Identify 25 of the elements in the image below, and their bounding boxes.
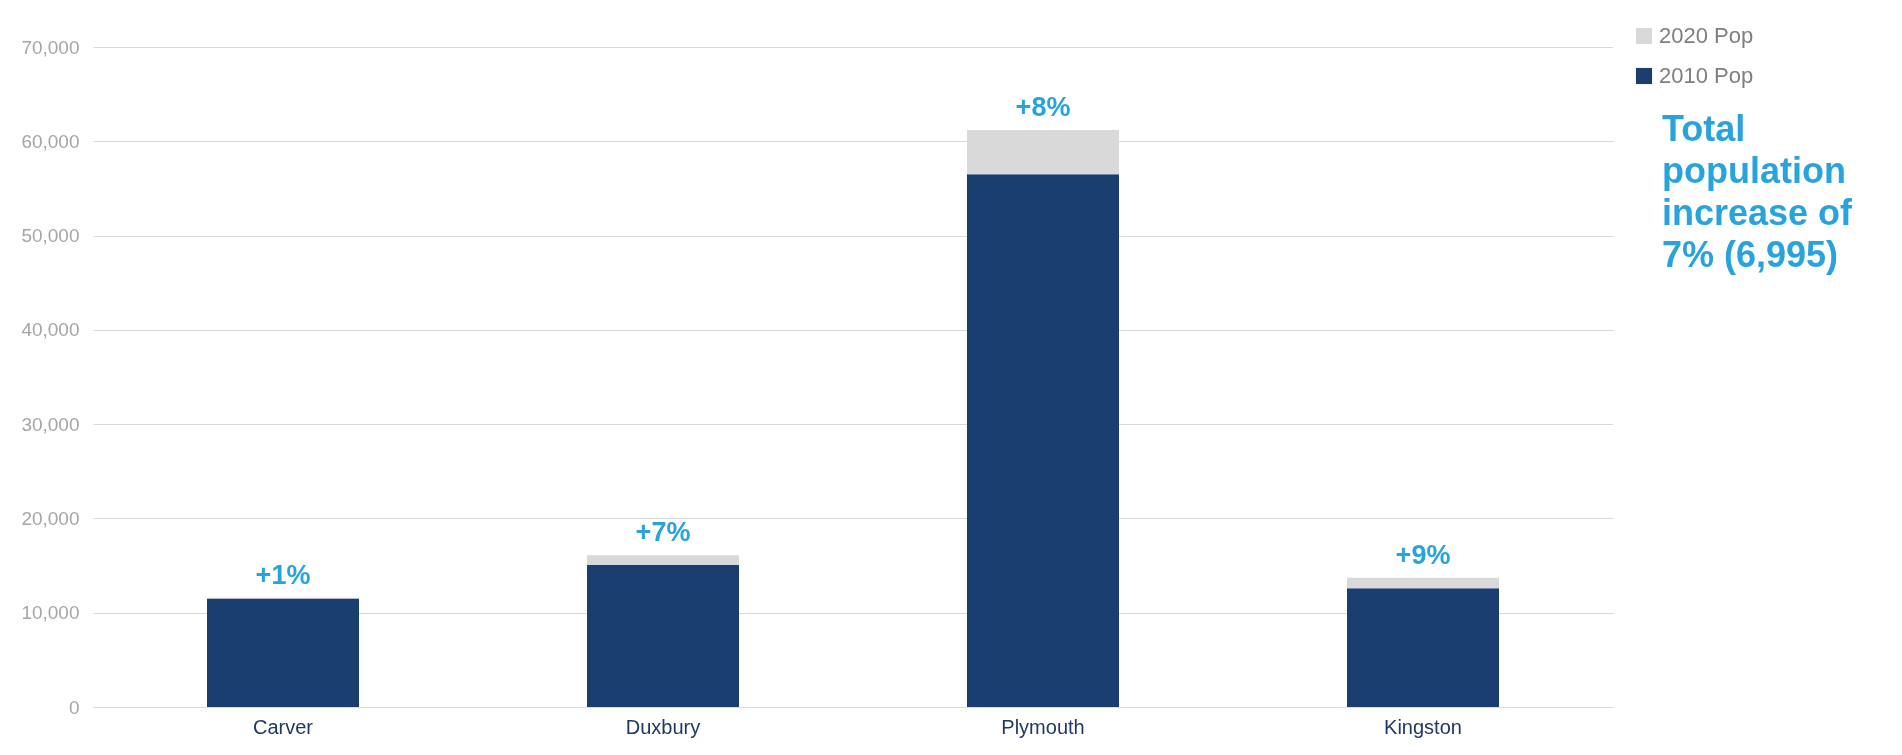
bar — [587, 564, 739, 707]
legend-label: 2020 Pop — [1659, 23, 1754, 48]
legend-label: 2010 Pop — [1659, 63, 1754, 88]
annotation: +1% — [255, 559, 311, 590]
annotation: +7% — [635, 517, 691, 548]
bar — [967, 174, 1119, 707]
y-tick-label: 10,000 — [21, 602, 80, 624]
x-tick-label: Kingston — [1384, 715, 1462, 738]
x-tick-label: Duxbury — [625, 715, 701, 738]
bar — [587, 555, 739, 565]
text: Total population increase of 7% (6,995) — [1662, 108, 1854, 276]
annotation: +9% — [1395, 539, 1451, 570]
y-tick-label: 20,000 — [21, 507, 80, 529]
bar — [207, 598, 359, 707]
y-tick-label: 70,000 — [21, 36, 80, 58]
x-tick-label: Plymouth — [1001, 715, 1085, 738]
y-tick-label: 60,000 — [21, 130, 80, 152]
bar — [1347, 588, 1499, 707]
y-tick-label: 50,000 — [21, 225, 80, 247]
annotation: +8% — [1015, 91, 1071, 122]
y-tick-label: 30,000 — [21, 413, 80, 435]
y-tick-label: 0 — [68, 696, 80, 718]
bar — [1347, 577, 1499, 589]
y-tick-label: 40,000 — [21, 319, 80, 341]
x-tick-label: Carver — [252, 715, 314, 738]
